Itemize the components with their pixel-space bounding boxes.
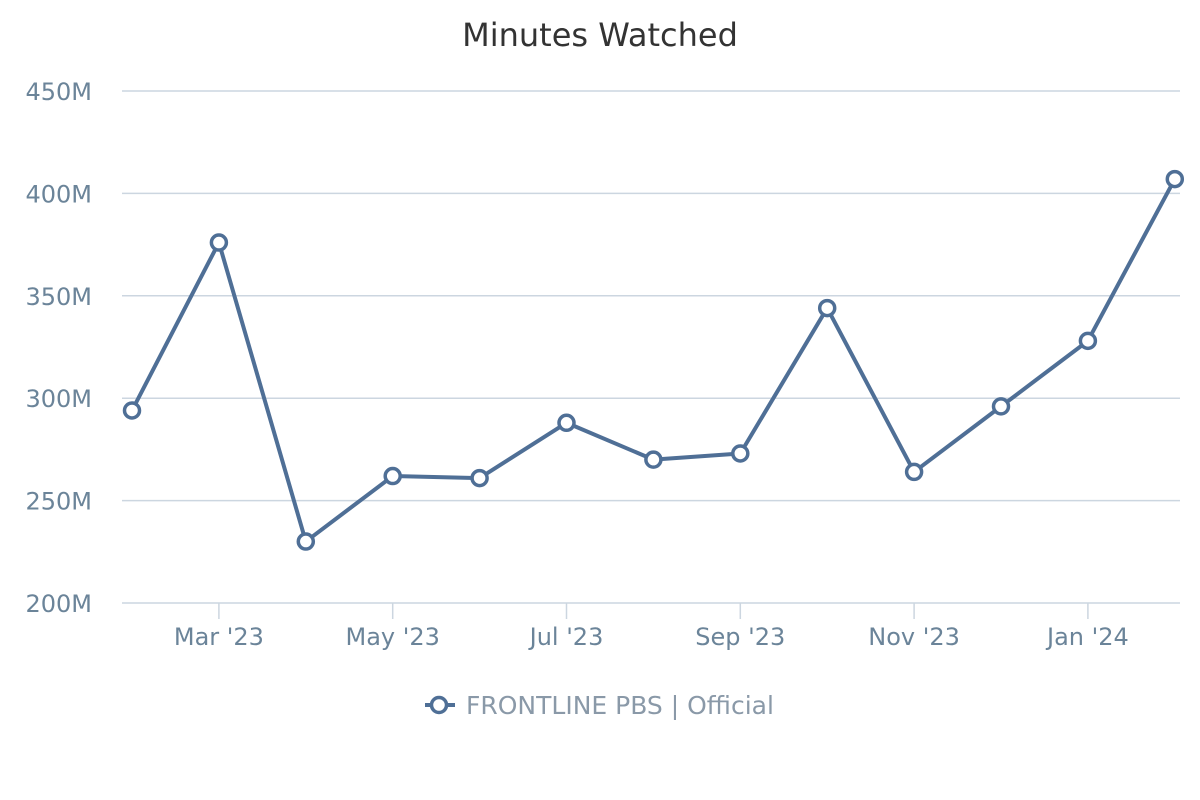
data-point[interactable] [644, 450, 663, 469]
data-point[interactable] [296, 532, 316, 551]
grid-lines [122, 90, 1180, 604]
data-point[interactable] [1078, 331, 1098, 351]
x-tick-label: May '23 [346, 623, 440, 651]
y-tick-label: 250M [25, 488, 92, 516]
x-tick-label: Sep '23 [695, 623, 785, 651]
data-point[interactable] [731, 444, 750, 463]
x-tick-label: Mar '23 [174, 623, 264, 651]
y-tick-label: 450M [25, 78, 92, 106]
data-point[interactable] [817, 298, 837, 318]
chart-title: Minutes Watched [462, 16, 738, 54]
series-line [130, 177, 1177, 544]
legend-label[interactable]: FRONTLINE PBS | Official [466, 691, 774, 720]
data-point[interactable] [1165, 169, 1185, 189]
y-axis: 200M 250M 300M 350M 400M 450M [25, 78, 92, 618]
x-tick-label: Jul '23 [528, 623, 604, 651]
data-point[interactable] [557, 413, 576, 433]
y-tick-label: 300M [25, 385, 92, 413]
y-tick-label: 400M [25, 180, 92, 208]
legend-marker-icon [429, 695, 449, 715]
data-point[interactable] [470, 468, 489, 488]
data-point[interactable] [122, 401, 142, 420]
data-point[interactable] [383, 466, 402, 486]
legend[interactable]: FRONTLINE PBS | Official [425, 691, 774, 720]
data-point[interactable] [209, 233, 229, 252]
data-point[interactable] [991, 397, 1011, 416]
y-tick-label: 350M [25, 283, 92, 311]
series-layer [122, 169, 1185, 551]
y-tick-label: 200M [25, 590, 92, 618]
x-tick-label: Jan '24 [1045, 623, 1129, 651]
x-tick-label: Nov '23 [868, 623, 960, 651]
x-axis: Mar '23 May '23 Jul '23 Sep '23 Nov '23 Jan '… [174, 603, 1129, 651]
data-point[interactable] [904, 462, 924, 482]
